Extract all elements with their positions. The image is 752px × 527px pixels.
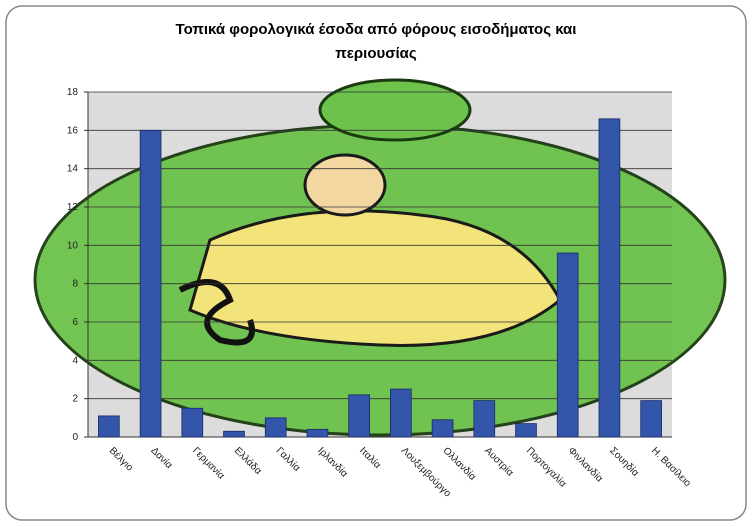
y-tick-label: 16	[67, 125, 79, 136]
bar	[223, 430, 245, 438]
y-tick-label: 4	[72, 355, 78, 366]
bar	[515, 423, 537, 438]
bar	[348, 394, 370, 438]
y-tick-label: 14	[67, 164, 79, 175]
bar	[264, 417, 287, 438]
bar	[640, 400, 662, 438]
bar	[556, 252, 579, 438]
chart-title: Τοπικά φορολογικά έσοδα από φόρους εισοδ…	[175, 21, 577, 62]
background-illustration	[33, 78, 727, 437]
y-tick-label: 2	[72, 394, 78, 405]
y-tick-label: 6	[72, 317, 78, 328]
bar	[390, 388, 412, 438]
y-tick-label: 0	[72, 432, 78, 443]
y-tick-label: 18	[67, 87, 79, 98]
bar	[598, 118, 621, 438]
bar	[181, 407, 204, 438]
y-tick-label: 10	[67, 240, 79, 251]
bar	[473, 400, 496, 438]
y-tick-label: 8	[72, 279, 78, 290]
y-tick-label: 12	[67, 202, 79, 213]
bar	[139, 129, 162, 438]
bar	[306, 428, 329, 438]
bar	[431, 419, 454, 438]
bar	[98, 415, 120, 438]
